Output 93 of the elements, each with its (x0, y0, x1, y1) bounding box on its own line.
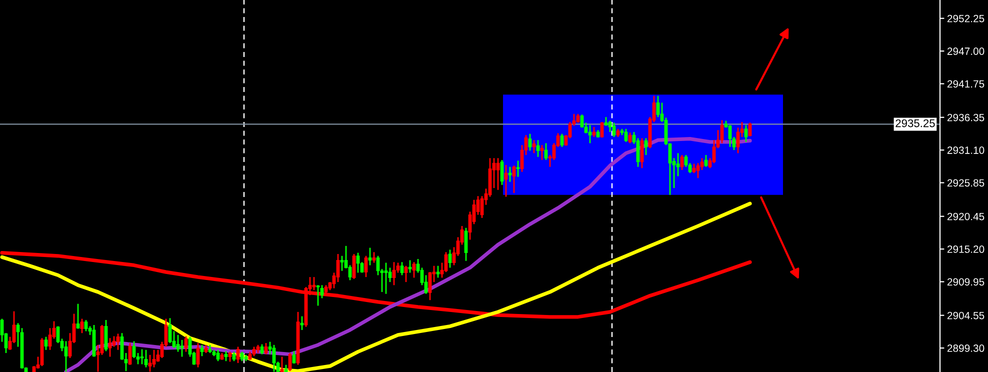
candlestick (184, 336, 188, 352)
candlestick (240, 351, 244, 362)
candlestick (340, 255, 344, 272)
candlestick (644, 138, 648, 156)
candlestick (168, 317, 172, 344)
candlestick (272, 344, 276, 372)
candlestick (744, 124, 748, 143)
candlestick (592, 126, 596, 138)
ref-line-label: 2935.25 (896, 119, 935, 128)
candlestick (372, 251, 376, 264)
candlestick (44, 336, 48, 351)
candlestick (748, 122, 752, 138)
candlestick (316, 284, 320, 306)
candlestick (80, 318, 84, 334)
candlestick (196, 342, 200, 368)
candlestick (508, 166, 512, 182)
y-tick-label: 2915.20 (947, 246, 984, 253)
candlestick (384, 262, 388, 295)
candlestick (84, 319, 88, 332)
candlestick (696, 162, 700, 179)
candlestick (532, 139, 536, 154)
line-series (0, 202, 752, 372)
candlestick (300, 316, 304, 331)
candlestick (352, 253, 356, 280)
candlestick (140, 348, 144, 365)
candlestick (280, 356, 284, 372)
candlestick (128, 342, 132, 366)
candlestick (232, 351, 236, 362)
candlestick (404, 265, 408, 283)
candlestick (292, 350, 296, 364)
candlestick (500, 159, 504, 186)
candlestick (600, 121, 604, 138)
candlestick (76, 303, 80, 330)
candlestick (628, 132, 632, 144)
candlestick (260, 344, 264, 355)
candlestick (216, 349, 220, 362)
candlestick (144, 349, 148, 368)
candlestick (312, 276, 316, 291)
candlestick (108, 337, 112, 358)
candlestick (640, 138, 644, 169)
candlestick (656, 95, 660, 118)
candlestick (252, 346, 256, 357)
candlestick (720, 119, 724, 144)
candlestick (544, 142, 548, 161)
candlestick (624, 128, 628, 143)
candlestick (152, 349, 156, 368)
candlestick (236, 346, 240, 364)
candlestick (540, 144, 544, 161)
candlestick (104, 319, 108, 352)
candlestick (264, 342, 268, 355)
candlestick (176, 334, 180, 352)
candlestick (680, 154, 684, 171)
y-tick-label: 2952.25 (947, 14, 984, 22)
candlestick (692, 163, 696, 174)
candlestick (516, 160, 520, 178)
y-tick-label: 2941.75 (947, 80, 984, 88)
candlestick (436, 265, 440, 278)
candlestick (64, 340, 68, 372)
candlestick (356, 252, 360, 274)
y-tick-label: 2925.85 (947, 179, 984, 187)
candlestick (224, 350, 228, 362)
candlestick (364, 255, 368, 278)
candlestick (536, 139, 540, 158)
candlestick (412, 261, 416, 278)
candlestick (560, 133, 564, 148)
candlestick (288, 352, 292, 372)
candlestick (200, 344, 204, 357)
y-tick-label: 2899.30 (947, 344, 984, 352)
candlestick (400, 261, 404, 276)
y-tick-label: 2904.55 (947, 312, 984, 320)
candlestick (228, 351, 232, 362)
y-tick-label: 2931.10 (947, 146, 984, 154)
candlestick (528, 133, 532, 152)
candlestick (448, 248, 452, 268)
candlestick (496, 157, 500, 191)
y-tick-label: 2947.00 (947, 48, 984, 55)
candlestick (392, 261, 396, 286)
candlestick (368, 247, 372, 266)
candlestick (464, 227, 468, 262)
y-tick-label: 2936.35 (947, 114, 984, 122)
candlestick (512, 164, 516, 194)
candlestick (612, 122, 616, 138)
candlestick (148, 354, 152, 372)
candlestick (608, 120, 612, 133)
y-tick-label: 2909.95 (947, 278, 984, 286)
candlestick (588, 124, 592, 144)
candlestick (180, 339, 184, 358)
y-tick-label: 2920.45 (947, 212, 984, 220)
candlestick (704, 154, 708, 168)
candlestick (504, 164, 508, 198)
candlestick (408, 260, 412, 274)
candlestick (728, 124, 732, 148)
candlestick (116, 333, 120, 351)
